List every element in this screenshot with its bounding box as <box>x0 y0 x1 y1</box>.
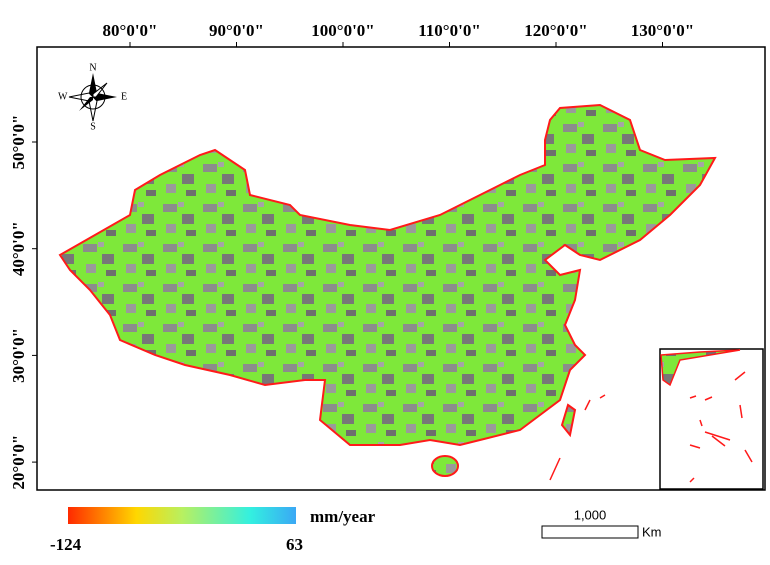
lon-label: 130°0'0" <box>631 21 694 40</box>
hainan <box>431 455 459 477</box>
lat-label: 30°0'0" <box>9 328 28 383</box>
legend-colorbar <box>68 507 296 524</box>
lat-label: 20°0'0" <box>9 435 28 490</box>
country <box>58 103 717 481</box>
inset-islands <box>689 371 753 483</box>
lon-label: 120°0'0" <box>524 21 587 40</box>
longitude-labels: 80°0'0" 90°0'0" 100°0'0" 110°0'0" 120°0'0" 13… <box>103 21 694 47</box>
legend-min: -124 <box>50 535 82 554</box>
lon-label: 110°0'0" <box>418 21 481 40</box>
scale-distance: 1,000 <box>574 507 607 522</box>
scale-bar <box>541 525 639 539</box>
compass-e: E <box>121 91 127 102</box>
compass-w: W <box>58 91 68 102</box>
lon-label: 80°0'0" <box>103 21 158 40</box>
lat-label: 50°0'0" <box>9 115 28 170</box>
compass: N S E W <box>58 62 127 132</box>
compass-s: S <box>90 121 96 132</box>
compass-n: N <box>89 62 96 73</box>
lon-label: 100°0'0" <box>311 21 374 40</box>
scale-unit: Km <box>642 524 662 539</box>
lon-label: 90°0'0" <box>209 21 264 40</box>
lat-label: 40°0'0" <box>9 221 28 276</box>
legend-max: 63 <box>286 535 303 554</box>
latitude-labels: 50°0'0" 40°0'0" 30°0'0" 20°0'0" <box>9 115 37 490</box>
islands <box>549 394 606 481</box>
legend-unit: mm/year <box>310 507 376 526</box>
taiwan <box>560 403 577 438</box>
country-outline <box>58 103 717 447</box>
inset-frame <box>659 348 764 490</box>
inset <box>659 348 764 490</box>
inset-land <box>660 349 741 387</box>
